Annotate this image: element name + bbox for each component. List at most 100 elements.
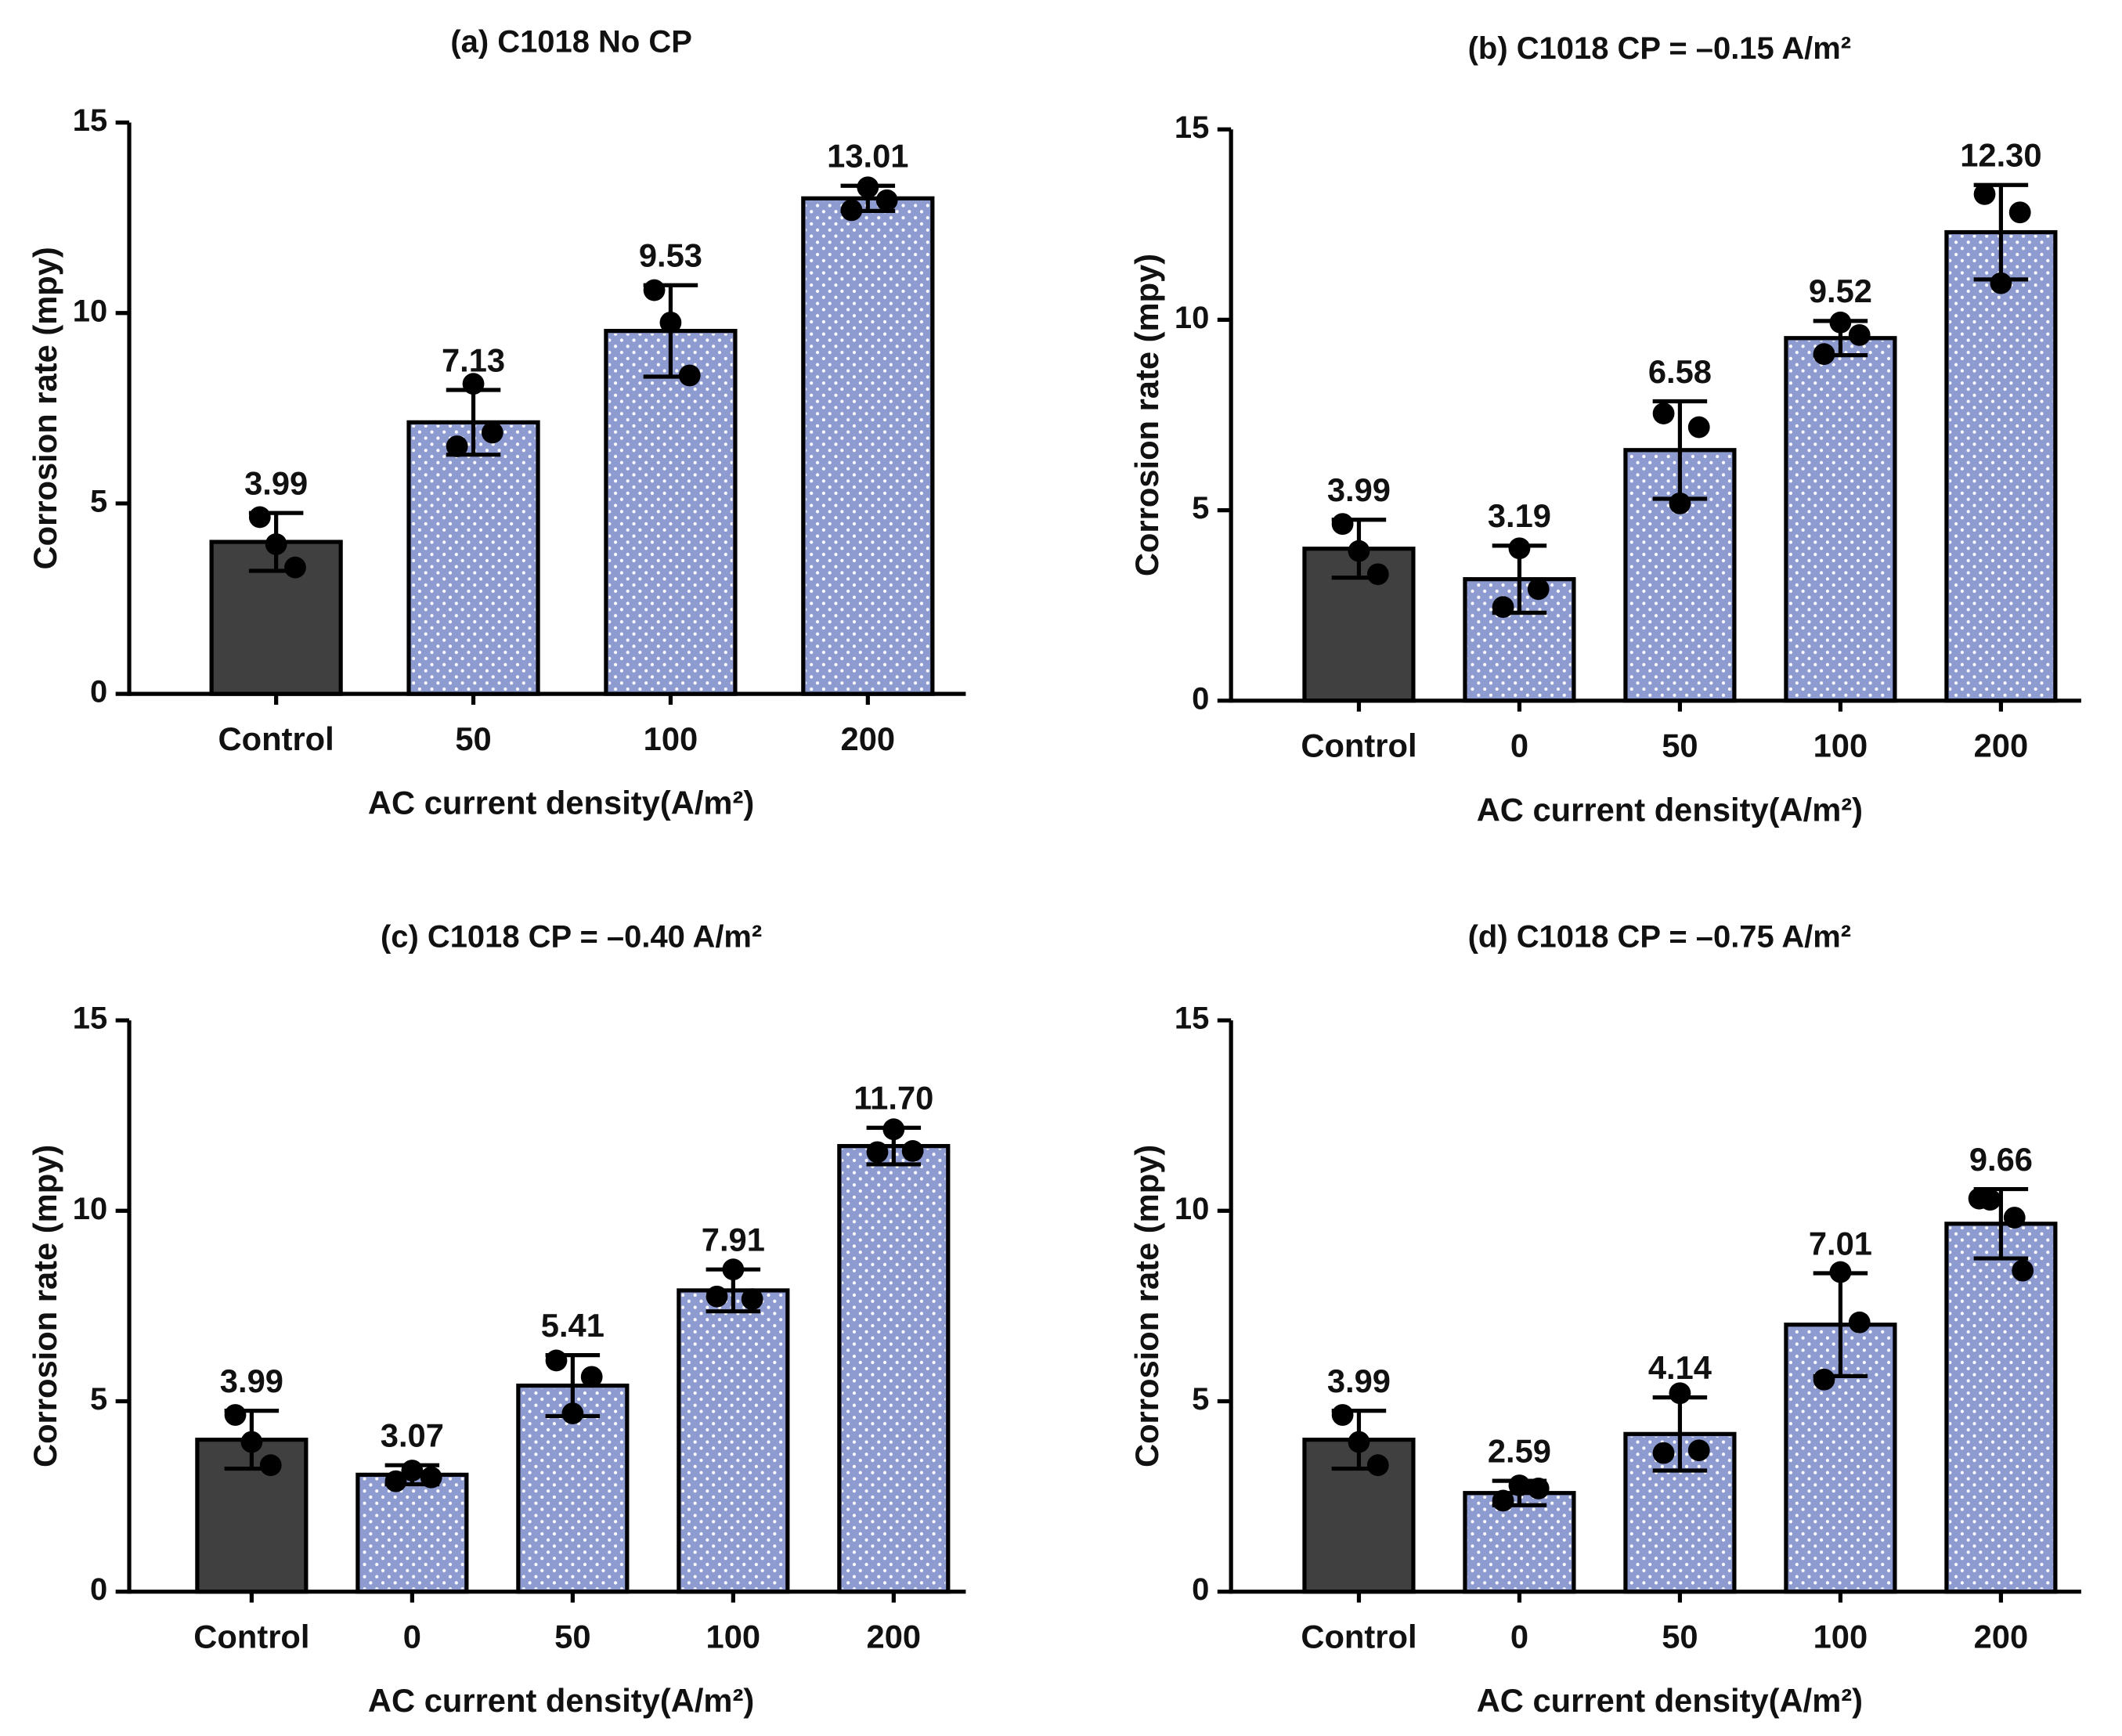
data-point: [659, 311, 682, 334]
data-point: [1331, 513, 1354, 536]
value-label: 2.59: [1488, 1432, 1551, 1469]
x-tick-label: 200: [867, 1618, 922, 1655]
chart-title: (c) C1018 CP = –0.40 A/m²: [381, 919, 762, 954]
value-label: 3.99: [1327, 1362, 1391, 1399]
data-point: [1492, 596, 1514, 619]
x-tick-label: 100: [1813, 1618, 1868, 1655]
y-tick-label: 15: [73, 1002, 107, 1036]
data-point: [643, 279, 666, 301]
value-label: 9.66: [1969, 1141, 2033, 1178]
x-axis-label: AC current density(A/m²): [1477, 791, 1863, 828]
y-tick-label: 0: [1192, 681, 1209, 716]
data-point: [1508, 1474, 1531, 1496]
data-point: [1990, 272, 2012, 294]
x-tick-label: 50: [1662, 1618, 1698, 1655]
data-point: [248, 506, 271, 529]
data-point: [240, 1431, 263, 1453]
data-point: [420, 1466, 442, 1489]
y-axis-label: Corrosion rate (mpy): [1128, 254, 1165, 576]
data-point: [2012, 1259, 2034, 1282]
x-tick-label: 50: [554, 1618, 590, 1655]
data-point: [1979, 1189, 2001, 1211]
value-label: 7.01: [1809, 1225, 1872, 1261]
x-axis-label: AC current density(A/m²): [368, 785, 754, 821]
data-point: [741, 1288, 763, 1311]
x-tick-label: 100: [706, 1618, 761, 1655]
value-label: 3.99: [244, 464, 308, 501]
value-label: 7.13: [442, 341, 505, 378]
value-label: 9.53: [639, 236, 702, 273]
value-label: 7.91: [702, 1221, 765, 1258]
value-label: 3.07: [381, 1417, 444, 1453]
y-axis-label: Corrosion rate (mpy): [27, 1145, 63, 1467]
y-axis-label: Corrosion rate (mpy): [27, 247, 63, 569]
data-point: [1331, 1404, 1354, 1426]
data-point: [678, 364, 701, 387]
bar-pattern: [681, 1293, 785, 1590]
data-point: [722, 1258, 745, 1281]
data-point: [1813, 1368, 1835, 1391]
x-tick-label: 100: [644, 720, 698, 757]
data-point: [1669, 1382, 1691, 1405]
bar-pattern: [1788, 341, 1893, 698]
chart-title: (d) C1018 CP = –0.75 A/m²: [1468, 919, 1851, 954]
data-point: [224, 1404, 247, 1426]
y-tick-label: 0: [1192, 1572, 1209, 1607]
data-point: [1829, 311, 1852, 334]
data-point: [1366, 1454, 1389, 1477]
data-point: [545, 1349, 568, 1372]
value-label: 6.58: [1648, 353, 1712, 390]
data-point: [1687, 1439, 1710, 1462]
data-point: [1813, 343, 1835, 366]
data-point: [1366, 563, 1389, 586]
x-axis-label: AC current density(A/m²): [1477, 1682, 1863, 1719]
x-tick-label: 200: [1974, 1618, 2029, 1655]
y-tick-label: 5: [1192, 491, 1209, 525]
value-label: 4.14: [1648, 1349, 1712, 1386]
chart-title: (a) C1018 No CP: [450, 24, 692, 59]
y-axis-label: Corrosion rate (mpy): [1128, 1145, 1165, 1467]
y-tick-label: 10: [1175, 301, 1209, 335]
data-point: [1652, 402, 1675, 424]
y-tick-label: 0: [90, 675, 107, 709]
x-tick-label: 100: [1813, 727, 1868, 764]
data-point: [882, 1118, 905, 1141]
data-point: [580, 1366, 603, 1388]
data-point: [401, 1460, 424, 1482]
x-tick-label: 50: [455, 720, 491, 757]
bar-pattern: [1949, 235, 2053, 698]
data-point: [706, 1285, 728, 1308]
data-point: [1848, 1311, 1871, 1334]
x-tick-label: Control: [218, 720, 334, 757]
y-tick-label: 0: [90, 1572, 107, 1607]
data-point: [840, 199, 863, 222]
data-point: [1848, 323, 1871, 346]
data-point: [1652, 1442, 1675, 1464]
data-point: [1669, 492, 1691, 514]
y-tick-label: 5: [1192, 1382, 1209, 1417]
x-tick-label: Control: [1301, 1618, 1416, 1655]
data-point: [1508, 537, 1531, 560]
chart-title: (b) C1018 CP = –0.15 A/m²: [1468, 31, 1851, 66]
data-point: [1527, 578, 1550, 601]
data-point: [2003, 1207, 2026, 1229]
data-point: [1687, 416, 1710, 439]
y-tick-label: 15: [1175, 1002, 1209, 1036]
x-tick-label: 50: [1662, 727, 1698, 764]
y-tick-label: 15: [1175, 110, 1209, 145]
data-point: [384, 1470, 407, 1492]
bar-pattern: [842, 1149, 946, 1590]
value-label: 5.41: [541, 1307, 604, 1344]
y-tick-label: 15: [73, 103, 107, 138]
y-tick-label: 5: [90, 484, 107, 518]
bar-pattern: [1949, 1226, 2053, 1590]
value-label: 12.30: [1960, 136, 2041, 173]
bar-pattern: [360, 1477, 464, 1590]
value-label: 3.99: [1327, 471, 1391, 508]
x-tick-label: 0: [1510, 1618, 1528, 1655]
data-point: [1527, 1477, 1550, 1500]
data-point: [1348, 540, 1370, 562]
bar-pattern: [411, 424, 536, 691]
value-label: 3.19: [1488, 497, 1551, 534]
